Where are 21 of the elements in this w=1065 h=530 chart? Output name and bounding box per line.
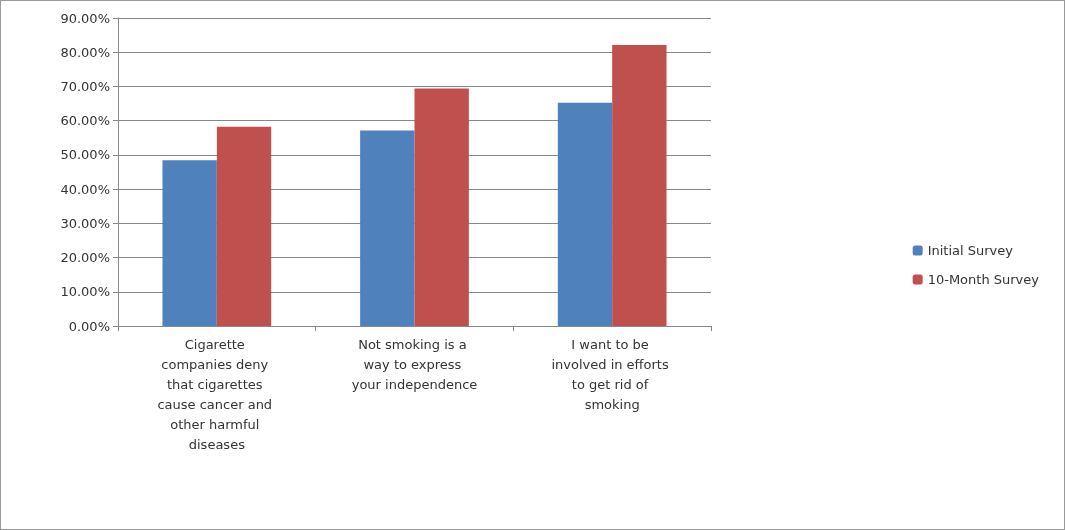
- y-tick-label: 30.00%: [60, 215, 110, 231]
- bar: [360, 130, 415, 326]
- legend-label: Initial Survey: [927, 243, 1014, 258]
- y-tick-label: 80.00%: [60, 44, 110, 60]
- y-tick-label: 90.00%: [60, 10, 110, 26]
- bar: [612, 45, 667, 326]
- y-tick-label: 70.00%: [60, 78, 110, 94]
- y-tick-label: 60.00%: [60, 113, 110, 129]
- legend-label: 10-Month Survey: [927, 272, 1040, 287]
- x-tick-label: Cigarette companies deny that cigarettes cause cancer and other harmful diseases: [157, 336, 277, 452]
- x-tick-label: I want to be involved in efforts to get rid of smoking: [551, 336, 673, 412]
- x-tick-label: Not smoking is a way to express your independence: [351, 336, 478, 392]
- bar: [216, 126, 272, 326]
- y-tick-label: 40.00%: [60, 181, 110, 197]
- y-tick-label: 20.00%: [60, 250, 110, 266]
- bar: [557, 102, 613, 326]
- bar: [414, 88, 469, 326]
- y-tick-label: 10.00%: [60, 284, 110, 300]
- y-tick-label: 50.00%: [60, 147, 110, 163]
- y-tick-label: 0.00%: [68, 318, 110, 334]
- bar: [162, 160, 217, 326]
